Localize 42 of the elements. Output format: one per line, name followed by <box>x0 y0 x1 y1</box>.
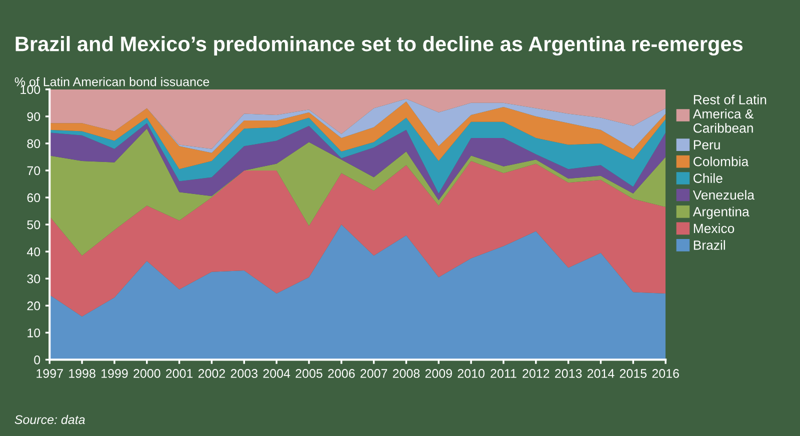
x-tick-label: 2014 <box>587 369 614 378</box>
x-tick-label: 2011 <box>490 369 516 378</box>
y-tick-label: 70 <box>27 166 40 176</box>
x-tick-label: 2002 <box>198 369 225 378</box>
x-tick-label: 2003 <box>230 369 258 378</box>
y-tick-label: 30 <box>27 274 40 284</box>
x-tick-label: 2005 <box>296 369 322 378</box>
y-tick-label: 90 <box>27 112 40 122</box>
legend-label: Mexico <box>694 223 734 234</box>
x-tick-label: 2010 <box>458 369 484 378</box>
legend-label: Brazil <box>694 240 725 250</box>
legend-label: Peru <box>694 140 720 150</box>
y-tick-label: 0 <box>34 356 40 364</box>
x-tick-label: 1998 <box>69 369 96 378</box>
x-tick-label: 2016 <box>652 369 679 378</box>
x-tick-label: 1997 <box>36 369 63 378</box>
y-tick-label: 60 <box>27 193 40 202</box>
y-tick-label: 20 <box>27 301 40 310</box>
y-axis-title: % of Latin American bond issuance <box>14 77 210 86</box>
legend-label: Argentina <box>692 206 750 219</box>
x-tick-label: 2001 <box>166 369 193 378</box>
y-tick-label: 10 <box>28 328 40 338</box>
x-tick-label: 1999 <box>101 369 128 378</box>
y-tick-label: 80 <box>27 139 40 148</box>
x-tick-label: 2000 <box>134 369 160 378</box>
x-tick-label: 2012 <box>522 369 550 378</box>
x-tick-label: 2013 <box>555 369 582 378</box>
y-tick-label: 50 <box>27 220 40 230</box>
y-tick-label: 40 <box>26 247 40 256</box>
x-tick-label: 2008 <box>392 369 420 378</box>
x-tick-label: 2006 <box>328 369 355 378</box>
source-note: Source: data <box>14 414 85 424</box>
legend-label: Colombia <box>694 156 749 166</box>
legend-label: Venezuela <box>692 190 755 200</box>
x-tick-label: 2009 <box>425 369 452 378</box>
x-tick-label: 2007 <box>360 369 388 378</box>
chart-title: Brazil and Mexico’s predominance set to decline as Argentina re-emerges <box>16 36 743 56</box>
y-tick-label: 100 <box>20 85 40 94</box>
x-tick-label: 2004 <box>263 369 290 378</box>
x-tick-label: 2015 <box>620 369 647 378</box>
legend-label: Rest of Latin America & Caribbean <box>692 94 766 133</box>
legend-label: Chile <box>694 173 722 183</box>
